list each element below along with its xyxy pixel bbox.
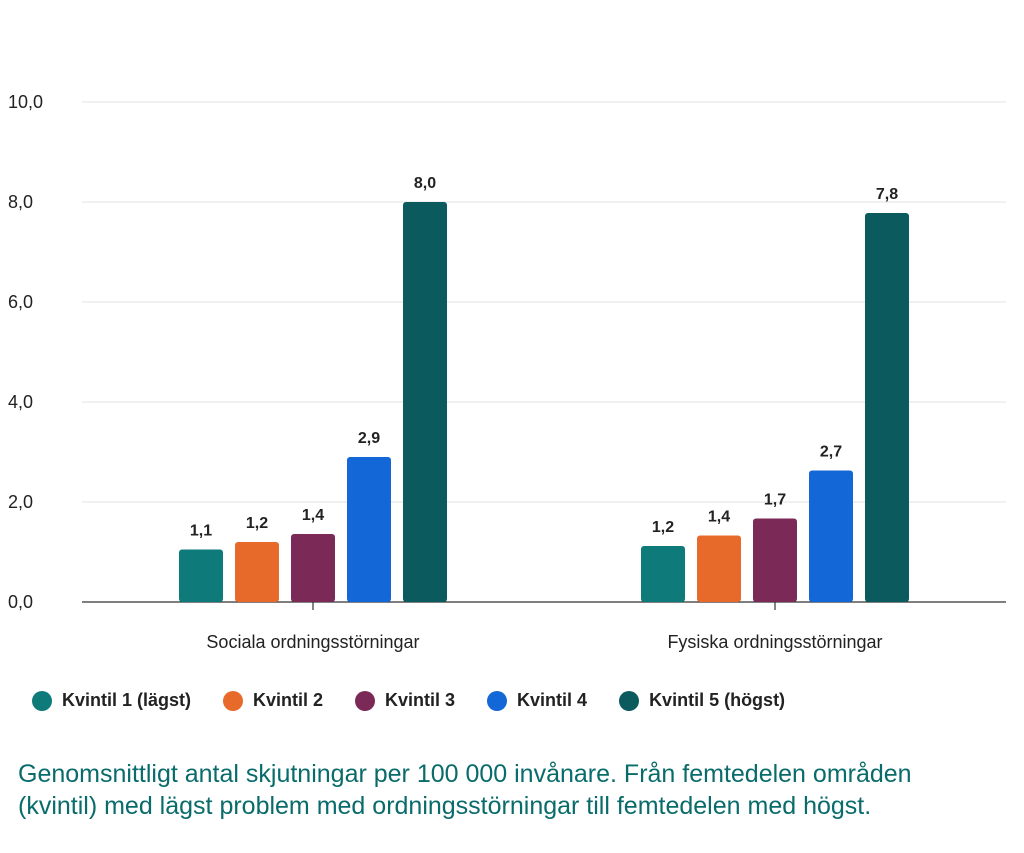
legend-swatch [619,690,640,711]
bar [291,534,335,602]
legend-label: Kvintil 5 (högst) [649,690,786,710]
bar [179,549,223,602]
caption-line-2: (kvintil) med lägst problem med ordnings… [18,792,872,820]
bar-value-label: 7,8 [876,186,898,203]
bar-value-label: 1,4 [708,509,730,526]
bar-value-label: 1,7 [764,492,786,509]
legend-item: Kvintil 2 [223,690,323,711]
legend-item: Kvintil 4 [487,690,587,711]
bar-value-label: 2,9 [358,430,380,447]
legend-swatch [32,690,52,711]
bar-value-label: 8,0 [414,175,436,192]
bar [347,457,391,602]
bar-value-label: 1,2 [652,519,674,536]
chart-caption: Genomsnittligt antal skjutningar per 100… [18,758,1024,822]
y-tick-label: 4,0 [8,392,33,412]
y-tick-label: 0,0 [8,592,33,612]
x-category-label: Sociala ordningsstörningar [206,632,419,652]
legend: Kvintil 1 (lägst) Kvintil 2 Kvintil 3 Kvint… [32,690,817,711]
y-tick-label: 8,0 [8,192,33,212]
legend-swatch [487,690,508,711]
bar-value-label: 1,2 [246,515,268,532]
bar-value-label: 1,1 [190,523,212,540]
bar [641,546,685,602]
bar-value-label: 1,4 [302,507,324,524]
legend-label: Kvintil 3 [385,690,456,710]
bar [865,213,909,602]
legend-label: Kvintil 1 (lägst) [62,690,192,710]
bar-chart: 0,0 2,0 4,0 6,0 8,0 10,0 Sociala ordningsstörn… [8,92,1006,652]
legend-label: Kvintil 2 [253,690,324,710]
bar-value-label: 2,7 [820,444,842,461]
x-category-label: Fysiska ordningsstörningar [667,632,882,652]
legend-item: Kvintil 1 (lägst) [32,690,191,711]
legend-swatch [355,690,376,711]
y-tick-label: 10,0 [8,92,43,112]
legend-item: Kvintil 5 (högst) [619,690,785,711]
legend-item: Kvintil 3 [355,690,455,711]
bar [697,535,741,602]
y-tick-label: 2,0 [8,492,33,512]
y-tick-label: 6,0 [8,292,33,312]
bar [235,542,279,602]
caption-line-1: Genomsnittligt antal skjutningar per 100… [18,760,912,788]
legend-label: Kvintil 4 [517,690,588,710]
legend-swatch [223,690,244,711]
bar [753,518,797,602]
bar [403,202,447,602]
bar [809,470,853,602]
